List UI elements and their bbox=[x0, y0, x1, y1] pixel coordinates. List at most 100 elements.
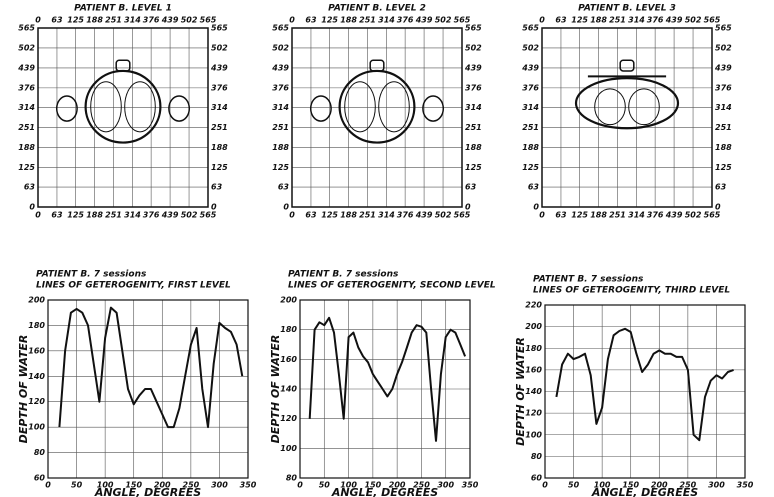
y-tick-label: 220 bbox=[525, 301, 542, 310]
y-tick-label: 188 bbox=[18, 143, 35, 152]
x-tick-label: 565 bbox=[200, 211, 217, 220]
y-tick-label: 125 bbox=[211, 163, 228, 172]
x-tick-label: 250 bbox=[413, 481, 430, 490]
y-tick-label: 251 bbox=[211, 123, 228, 132]
y-tick-label: 439 bbox=[464, 63, 482, 72]
y-tick-label: 439 bbox=[714, 63, 732, 72]
y-tick-label: 502 bbox=[18, 43, 35, 52]
chart-subtitle: LINES OF GETEROGENITY, THIRD LEVEL bbox=[533, 286, 730, 296]
y-tick-label: 100 bbox=[28, 423, 45, 432]
y-tick-label: 314 bbox=[211, 103, 228, 112]
y-tick-label: 80 bbox=[286, 474, 298, 483]
lung-contour bbox=[90, 81, 122, 133]
x-tick-label: 300 bbox=[211, 481, 228, 490]
y-tick-label: 0 bbox=[211, 203, 217, 212]
x-tick-label: 63 bbox=[305, 16, 317, 25]
chart-subtitle: LINES OF GETEROGENITY, SECOND LEVEL bbox=[288, 281, 496, 291]
x-tick-label: 251 bbox=[609, 16, 626, 25]
data-line bbox=[308, 316, 467, 442]
y-tick-label: 314 bbox=[18, 103, 35, 112]
x-tick-label: 63 bbox=[51, 16, 63, 25]
y-tick-label: 565 bbox=[522, 24, 539, 33]
plot-frame bbox=[47, 299, 249, 479]
ct-contours bbox=[574, 59, 680, 130]
x-tick-label: 565 bbox=[454, 211, 471, 220]
x-tick-label: 376 bbox=[397, 16, 414, 25]
y-tick-label: 188 bbox=[522, 143, 539, 152]
ct-contours bbox=[55, 59, 191, 144]
y-tick-label: 60 bbox=[34, 474, 46, 483]
x-axis-label: ANGLE, DEGREES bbox=[331, 486, 438, 497]
x-tick-label: 439 bbox=[161, 16, 179, 25]
x-tick-label: 376 bbox=[647, 211, 664, 220]
x-tick-label: 439 bbox=[665, 211, 683, 220]
x-tick-label: 0 bbox=[289, 16, 295, 25]
x-tick-label: 200 bbox=[154, 481, 171, 490]
y-tick-label: 140 bbox=[280, 385, 297, 394]
plot-frame bbox=[291, 27, 463, 208]
y-tick-label: 502 bbox=[272, 43, 289, 52]
y-tick-label: 120 bbox=[525, 409, 542, 418]
y-tick-label: 502 bbox=[211, 43, 228, 52]
y-tick-label: 188 bbox=[465, 143, 482, 152]
data-line bbox=[58, 306, 244, 429]
y-tick-label: 188 bbox=[715, 143, 732, 152]
y-tick-label: 502 bbox=[715, 43, 732, 52]
x-tick-label: 0 bbox=[542, 481, 548, 490]
x-tick-label: 565 bbox=[704, 16, 721, 25]
x-tick-label: 314 bbox=[124, 16, 141, 25]
y-tick-label: 314 bbox=[522, 103, 539, 112]
x-tick-label: 502 bbox=[181, 211, 198, 220]
x-tick-label: 314 bbox=[378, 16, 395, 25]
x-tick-label: 100 bbox=[97, 481, 114, 490]
y-tick-label: 100 bbox=[280, 444, 297, 453]
x-tick-label: 125 bbox=[67, 211, 84, 220]
arm-contour bbox=[55, 95, 78, 122]
lung-contour bbox=[344, 81, 376, 133]
y-tick-label: 314 bbox=[465, 103, 482, 112]
y-tick-label: 125 bbox=[18, 163, 35, 172]
x-tick-label: 188 bbox=[590, 16, 607, 25]
y-tick-label: 188 bbox=[272, 143, 289, 152]
x-tick-label: 0 bbox=[539, 211, 545, 220]
y-tick-label: 0 bbox=[533, 203, 539, 212]
y-tick-label: 200 bbox=[28, 296, 45, 305]
x-tick-label: 125 bbox=[67, 16, 84, 25]
y-tick-label: 314 bbox=[272, 103, 289, 112]
y-tick-label: 439 bbox=[17, 63, 35, 72]
lung-contour bbox=[594, 88, 626, 126]
plot-frame bbox=[544, 304, 746, 479]
lung-contour bbox=[378, 81, 410, 133]
x-tick-label: 251 bbox=[359, 211, 376, 220]
x-tick-label: 100 bbox=[594, 481, 611, 490]
y-tick-label: 180 bbox=[28, 321, 45, 330]
y-tick-label: 251 bbox=[465, 123, 482, 132]
y-tick-label: 376 bbox=[715, 83, 732, 92]
chart-title: PATIENT B. 7 sessions bbox=[288, 270, 399, 280]
data-line bbox=[555, 327, 734, 442]
x-tick-label: 250 bbox=[183, 481, 200, 490]
x-tick-label: 251 bbox=[359, 16, 376, 25]
y-tick-label: 63 bbox=[715, 183, 727, 192]
spine-contour bbox=[369, 59, 385, 72]
chart-title: PATIENT B. LEVEL 3 bbox=[578, 4, 676, 14]
y-tick-label: 376 bbox=[18, 83, 35, 92]
x-tick-label: 63 bbox=[305, 211, 317, 220]
chart-subtitle: LINES OF GETEROGENITY, FIRST LEVEL bbox=[36, 281, 231, 291]
y-tick-label: 160 bbox=[525, 365, 542, 374]
arm-contour bbox=[422, 95, 445, 122]
x-tick-label: 502 bbox=[181, 16, 198, 25]
y-tick-label: 502 bbox=[522, 43, 539, 52]
x-tick-label: 0 bbox=[539, 16, 545, 25]
y-tick-label: 188 bbox=[211, 143, 228, 152]
x-tick-label: 150 bbox=[365, 481, 382, 490]
y-tick-label: 376 bbox=[211, 83, 228, 92]
x-tick-label: 439 bbox=[415, 16, 433, 25]
x-tick-label: 314 bbox=[628, 211, 645, 220]
y-tick-label: 160 bbox=[28, 346, 45, 355]
chart-title: PATIENT B. LEVEL 2 bbox=[328, 4, 426, 14]
spine-contour bbox=[619, 59, 635, 72]
y-tick-label: 251 bbox=[715, 123, 732, 132]
x-tick-label: 0 bbox=[35, 211, 41, 220]
